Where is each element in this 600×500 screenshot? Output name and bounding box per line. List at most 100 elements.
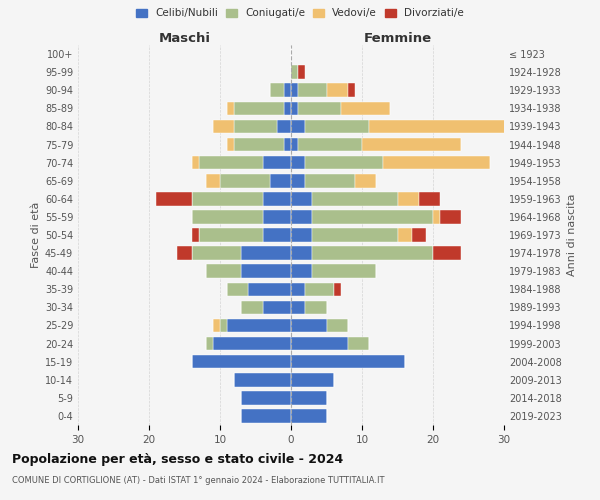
Y-axis label: Anni di nascita: Anni di nascita: [567, 194, 577, 276]
Bar: [191, 355, 291, 368]
Legend: Celibi/Nubili, Coniugati/e, Vedovi/e, Divorziati/e: Celibi/Nubili, Coniugati/e, Vedovi/e, Di…: [133, 5, 467, 21]
Bar: [220, 318, 227, 332]
Bar: [248, 282, 291, 296]
Bar: [227, 102, 234, 115]
Bar: [313, 264, 376, 278]
Bar: [263, 192, 291, 205]
Bar: [291, 138, 298, 151]
Bar: [298, 66, 305, 79]
Bar: [206, 337, 213, 350]
Bar: [227, 318, 291, 332]
Bar: [291, 210, 313, 224]
Bar: [313, 246, 433, 260]
Bar: [178, 246, 191, 260]
Bar: [291, 355, 404, 368]
Bar: [291, 391, 326, 404]
Bar: [191, 192, 263, 205]
Bar: [227, 138, 234, 151]
Bar: [263, 156, 291, 170]
Bar: [305, 282, 334, 296]
Bar: [263, 300, 291, 314]
Bar: [291, 282, 305, 296]
Bar: [291, 66, 298, 79]
Bar: [291, 174, 305, 188]
Bar: [362, 138, 461, 151]
Bar: [291, 264, 313, 278]
Text: Popolazione per età, sesso e stato civile - 2024: Popolazione per età, sesso e stato civil…: [12, 452, 343, 466]
Bar: [305, 300, 326, 314]
Bar: [213, 120, 234, 133]
Bar: [191, 210, 263, 224]
Bar: [398, 228, 412, 242]
Bar: [291, 228, 313, 242]
Bar: [206, 264, 241, 278]
Bar: [291, 156, 305, 170]
Bar: [284, 84, 291, 97]
Bar: [234, 138, 284, 151]
Bar: [156, 192, 191, 205]
Bar: [334, 282, 341, 296]
Bar: [298, 84, 326, 97]
Bar: [291, 318, 326, 332]
Bar: [433, 210, 440, 224]
Bar: [341, 102, 391, 115]
Bar: [291, 102, 298, 115]
Bar: [234, 373, 291, 386]
Bar: [241, 264, 291, 278]
Bar: [348, 337, 369, 350]
Bar: [199, 156, 263, 170]
Bar: [369, 120, 511, 133]
Bar: [191, 246, 241, 260]
Bar: [305, 156, 383, 170]
Bar: [291, 120, 305, 133]
Text: Maschi: Maschi: [158, 32, 211, 45]
Bar: [191, 156, 199, 170]
Bar: [440, 210, 461, 224]
Bar: [241, 391, 291, 404]
Bar: [291, 373, 334, 386]
Bar: [241, 409, 291, 422]
Y-axis label: Fasce di età: Fasce di età: [31, 202, 41, 268]
Bar: [213, 337, 291, 350]
Bar: [355, 174, 376, 188]
Bar: [419, 192, 440, 205]
Bar: [284, 138, 291, 151]
Bar: [305, 120, 369, 133]
Bar: [383, 156, 490, 170]
Bar: [291, 246, 313, 260]
Bar: [291, 409, 326, 422]
Bar: [305, 174, 355, 188]
Bar: [291, 300, 305, 314]
Bar: [234, 120, 277, 133]
Bar: [291, 337, 348, 350]
Bar: [298, 102, 341, 115]
Bar: [227, 282, 248, 296]
Bar: [277, 120, 291, 133]
Text: Femmine: Femmine: [364, 32, 431, 45]
Bar: [270, 84, 284, 97]
Bar: [348, 84, 355, 97]
Bar: [241, 300, 263, 314]
Bar: [313, 228, 398, 242]
Bar: [213, 318, 220, 332]
Bar: [326, 84, 348, 97]
Bar: [291, 192, 313, 205]
Bar: [313, 210, 433, 224]
Bar: [412, 228, 426, 242]
Bar: [206, 174, 220, 188]
Bar: [191, 228, 199, 242]
Bar: [270, 174, 291, 188]
Bar: [326, 318, 348, 332]
Bar: [298, 138, 362, 151]
Bar: [199, 228, 263, 242]
Bar: [263, 210, 291, 224]
Bar: [398, 192, 419, 205]
Text: COMUNE DI CORTIGLIONE (AT) - Dati ISTAT 1° gennaio 2024 - Elaborazione TUTTITALI: COMUNE DI CORTIGLIONE (AT) - Dati ISTAT …: [12, 476, 385, 485]
Bar: [263, 228, 291, 242]
Bar: [220, 174, 270, 188]
Bar: [433, 246, 461, 260]
Bar: [313, 192, 398, 205]
Bar: [291, 84, 298, 97]
Bar: [284, 102, 291, 115]
Bar: [241, 246, 291, 260]
